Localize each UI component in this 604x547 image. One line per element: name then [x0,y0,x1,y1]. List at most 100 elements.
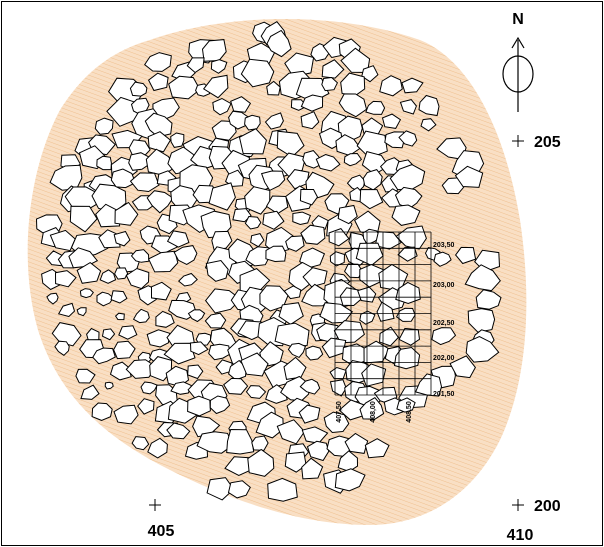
stone [54,340,70,356]
stone [247,448,275,477]
stone [227,480,251,499]
stone [238,128,267,155]
grid-northing-label: 203,50 [433,242,455,249]
stone [464,264,501,292]
grid-northing-label: 202,50 [433,320,455,327]
stone [266,80,281,96]
stone [187,395,211,417]
northing-label: 205 [534,134,561,151]
stone [125,359,158,379]
stone [340,47,371,74]
stone [433,251,452,267]
northing-label: 200 [534,498,561,515]
stone [113,404,139,425]
stone [57,302,76,318]
stone [226,428,255,455]
stone [398,327,421,346]
stone [146,329,171,348]
stone [338,93,368,118]
stone [333,320,365,344]
stone [328,228,350,247]
stone [393,346,421,370]
stone [394,186,423,210]
stone [114,201,139,226]
stone [114,312,125,321]
stone [110,290,128,304]
stone [323,411,350,434]
stone [76,307,87,317]
stone [147,131,172,153]
stone [262,210,285,230]
stone [299,378,321,395]
stone [267,477,298,502]
stone [401,77,424,94]
grid-easting-label: 408,00 [370,401,377,423]
stones [35,21,502,502]
north-circle [502,55,534,93]
stone [69,205,98,233]
stone [49,229,76,252]
stone [49,164,83,191]
stone [245,385,267,399]
stone [265,245,287,263]
stone [118,325,138,340]
stone [130,249,150,263]
stone [131,436,150,451]
stone [104,381,114,390]
stone [329,251,346,267]
stone [300,111,320,130]
stone [91,183,127,213]
stone [334,468,366,492]
stone [168,75,201,100]
stone [240,58,275,88]
stone [266,29,292,58]
stone [215,359,233,375]
stone [300,224,326,245]
stone [300,94,324,112]
stone [276,130,305,158]
stone [163,342,196,365]
crosses [149,135,524,511]
stone [224,456,252,476]
stone [230,96,252,113]
stone [344,432,369,454]
stone [46,292,59,305]
stone [51,322,82,347]
grid-northing-label: 202,00 [433,355,455,362]
stone [244,114,261,131]
cross [149,499,161,511]
stone [321,59,345,79]
stone [224,169,244,187]
stone [315,153,341,172]
stone [129,81,148,97]
stone [173,245,198,265]
stone [101,328,116,341]
stone [76,261,102,284]
stone [113,340,136,360]
stone [287,342,307,359]
stone [362,169,383,191]
stone [208,182,236,211]
grid-northing-label: 203,00 [433,282,455,289]
stone [187,364,204,380]
stone [378,263,409,292]
grid-northing-label: 201,50 [433,391,455,398]
stone [54,270,77,288]
stone [379,326,400,347]
grid-easting-label: 408,50 [406,401,413,423]
stone [365,100,386,115]
cross [512,499,524,511]
stone [280,375,311,402]
stone [204,312,227,329]
stone [147,437,168,459]
stone [343,152,363,167]
stone [125,267,150,290]
stone [110,168,137,189]
stone [467,308,496,333]
stone [389,164,426,191]
stone [132,308,150,324]
stone [186,57,205,74]
stone [264,112,284,130]
stone [292,211,312,226]
stone [359,188,384,210]
